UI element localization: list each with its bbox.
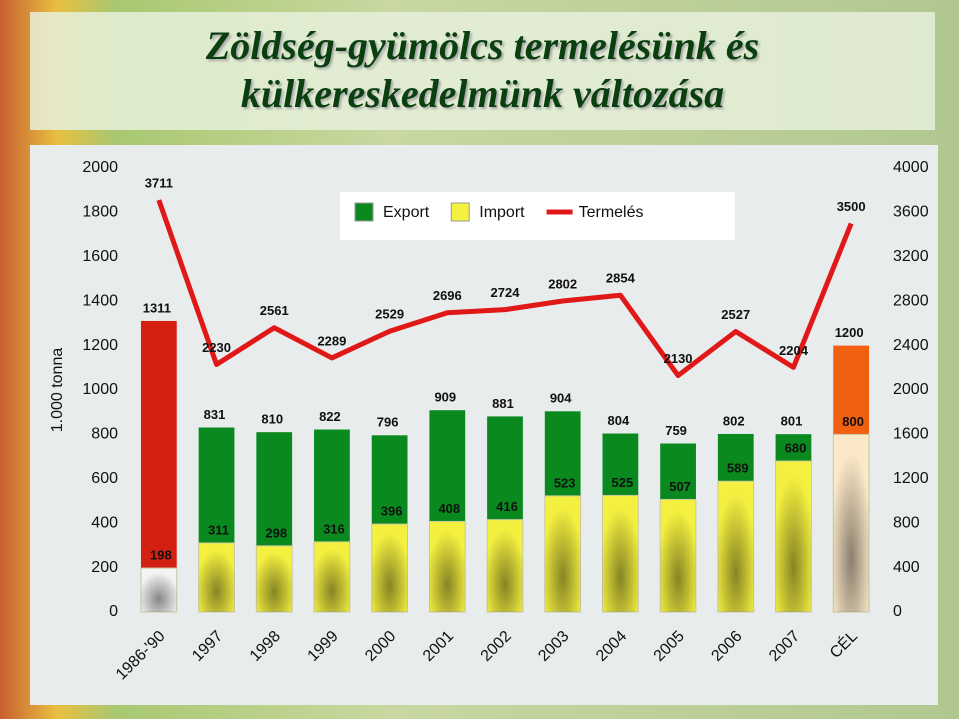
bar-shade <box>371 524 408 612</box>
value-label: 298 <box>265 525 287 540</box>
value-label: 198 <box>150 547 172 562</box>
legend-label: Export <box>383 204 430 221</box>
bar-shade <box>198 542 235 612</box>
value-label: 2289 <box>317 333 346 348</box>
y2-tick-label: 2800 <box>893 292 929 309</box>
value-label: 3500 <box>837 199 866 214</box>
y-tick-label: 1800 <box>82 204 118 221</box>
value-label: 909 <box>434 390 456 405</box>
legend-swatch <box>450 202 470 222</box>
y2-tick-label: 400 <box>893 559 920 576</box>
bar-shade <box>256 545 293 612</box>
y-tick-label: 2000 <box>82 159 118 176</box>
bar-shade <box>833 434 870 612</box>
value-label: 800 <box>842 414 864 429</box>
legend-label: Termelés <box>579 204 644 221</box>
bar-shade <box>429 521 466 612</box>
value-label: 396 <box>381 504 403 519</box>
y-tick-label: 800 <box>91 426 118 443</box>
y-tick-label: 600 <box>91 470 118 487</box>
y2-tick-label: 800 <box>893 514 920 531</box>
y-tick-label: 200 <box>91 559 118 576</box>
bar-shade <box>140 568 177 612</box>
bar-shade <box>544 495 581 612</box>
y2-tick-label: 3200 <box>893 248 929 265</box>
value-label: 311 <box>208 522 229 537</box>
value-label: 2527 <box>721 307 750 322</box>
y-tick-label: 1000 <box>82 381 118 398</box>
y-tick-label: 1400 <box>82 292 118 309</box>
line <box>156 199 854 379</box>
value-label: 759 <box>665 423 687 438</box>
value-label: 2802 <box>548 276 577 291</box>
legend-label: Import <box>479 204 525 221</box>
legend-swatch <box>354 202 374 222</box>
value-label: 523 <box>554 475 576 490</box>
y-tick-label: 1200 <box>82 337 118 354</box>
value-label: 804 <box>608 413 630 428</box>
value-label: 316 <box>323 521 345 536</box>
bar-shade <box>602 495 639 612</box>
bar <box>140 320 177 612</box>
value-label: 2204 <box>779 343 809 358</box>
value-label: 881 <box>492 396 514 411</box>
y-axis-label: 1.000 tonna <box>49 348 66 433</box>
value-label: 810 <box>261 412 283 427</box>
bar-shade <box>660 499 696 612</box>
value-label: 416 <box>496 499 518 514</box>
value-label: 831 <box>204 407 226 422</box>
value-label: 3711 <box>145 176 173 191</box>
y-tick-label: 1600 <box>82 248 118 265</box>
value-label: 1200 <box>835 325 864 340</box>
value-label: 822 <box>319 409 341 424</box>
y2-tick-label: 0 <box>893 603 902 620</box>
value-label: 801 <box>781 414 803 429</box>
value-label: 589 <box>727 461 749 476</box>
value-label: 1311 <box>143 300 171 315</box>
value-label: 796 <box>377 415 399 430</box>
y2-tick-label: 1600 <box>893 426 929 443</box>
bar-shade <box>314 541 350 612</box>
value-label: 2529 <box>375 307 404 322</box>
value-label: 525 <box>612 475 634 490</box>
value-label: 2130 <box>664 351 693 366</box>
value-label: 2561 <box>260 303 289 318</box>
y-tick-label: 0 <box>109 603 118 620</box>
value-label: 408 <box>438 501 460 516</box>
y2-tick-label: 2400 <box>893 337 929 354</box>
y-tick-label: 400 <box>91 514 118 531</box>
y2-tick-label: 1200 <box>893 470 929 487</box>
legend-box <box>340 192 735 240</box>
value-label: 2724 <box>491 285 521 300</box>
value-label: 802 <box>723 413 745 428</box>
y2-tick-label: 2000 <box>893 381 929 398</box>
chart-title: Zöldség-gyümölcs termelésünk és külkeres… <box>30 12 935 130</box>
value-label: 507 <box>669 479 691 494</box>
y2-tick-label: 3600 <box>893 204 929 221</box>
value-label: 904 <box>550 391 572 406</box>
y2-tick-label: 4000 <box>893 159 929 176</box>
bar-shade <box>487 519 523 612</box>
value-label: 680 <box>785 440 807 455</box>
value-label: 2230 <box>202 340 231 355</box>
value-label: 2854 <box>606 271 636 286</box>
bar-shade <box>775 461 812 612</box>
bar-shade <box>717 481 754 612</box>
value-label: 2696 <box>433 288 462 303</box>
